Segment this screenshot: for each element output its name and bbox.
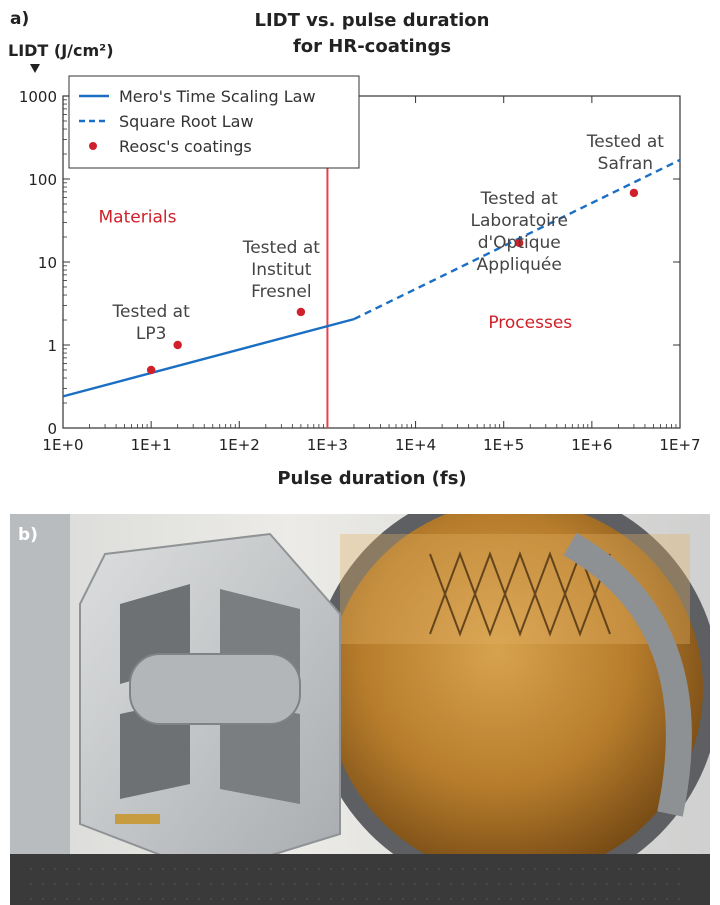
optical-table-holes: [30, 868, 690, 900]
mirror-surface: [327, 514, 703, 877]
annotation-text: Fresnel: [251, 282, 311, 302]
annotation-text: Appliquée: [477, 255, 562, 275]
y-axis-arrow-icon: [30, 64, 40, 73]
legend: Mero's Time Scaling Law Square Root Law Re…: [68, 75, 360, 169]
data-point-reosc: [515, 238, 524, 248]
x-tick-label: 1E+5: [483, 436, 524, 454]
plot-area: 1E+0 1E+1 1E+2 1E+3 1E+4 1E+5 1E+6 1E+7 0 1 10 100 1…: [19, 88, 701, 454]
annotation-text: Processes: [488, 313, 572, 333]
data-point-reosc: [296, 307, 306, 317]
x-tick-label: 1E+6: [571, 436, 612, 454]
panel-a-label: a): [10, 9, 29, 29]
chart-title-line1: LIDT vs. pulse duration: [255, 10, 490, 31]
y-tick-label: 1: [47, 337, 57, 355]
series-line-mero-law: [62, 317, 355, 398]
data-point-reosc: [629, 188, 639, 198]
annotation-text: Laboratoire: [471, 211, 568, 231]
x-tick-label: 1E+2: [219, 436, 260, 454]
annotation-text: Tested at: [586, 132, 665, 152]
x-tick-label: 1E+3: [307, 436, 348, 454]
x-tick-label: 1E+4: [395, 436, 436, 454]
annotation-text: Safran: [598, 154, 653, 174]
mirror-mount-photo: b): [10, 514, 710, 905]
mirror-arm: [563, 532, 692, 817]
panel-b-label: b): [18, 525, 38, 545]
y-tick-label: 0: [47, 420, 57, 438]
annotation-text: Tested at: [480, 189, 559, 209]
data-point-reosc: [173, 340, 182, 350]
x-tick-label: 1E+7: [659, 436, 700, 454]
frame-cylinder: [129, 653, 301, 725]
lidt-chart: a) LIDT vs. pulse duration for HR-coatin…: [8, 9, 701, 489]
legend-marker: [89, 142, 97, 150]
x-tick-label: 1E+1: [131, 436, 172, 454]
y-tick-label: 10: [38, 254, 57, 272]
y-tick-label: 1000: [19, 88, 57, 106]
frame-handle: [115, 814, 160, 824]
legend-label: Square Root Law: [119, 112, 254, 131]
frame-cutout-4: [220, 699, 300, 804]
annotation-text: Tested at: [112, 302, 191, 322]
annotation-text: Institut: [251, 260, 311, 280]
annotation-text: Tested at: [242, 238, 321, 258]
annotation-text: LP3: [136, 324, 167, 344]
y-tick-label: 100: [28, 171, 57, 189]
annotation-text: Materials: [99, 207, 177, 227]
x-axis-label: Pulse duration (fs): [277, 468, 466, 489]
data-point-reosc: [146, 365, 156, 375]
legend-label: Mero's Time Scaling Law: [119, 87, 316, 106]
x-tick-label: 1E+0: [42, 436, 83, 454]
chart-title-line2: for HR-coatings: [293, 36, 451, 57]
y-axis-label: LIDT (J/cm²): [8, 41, 114, 60]
left-wall: [10, 514, 70, 905]
chart-panel: a) LIDT vs. pulse duration for HR-coatin…: [8, 9, 701, 489]
mirror-assembly: [310, 514, 710, 894]
photo-panel: b): [10, 514, 710, 905]
annotation-text: d'Optique: [478, 233, 561, 253]
optical-table: [10, 854, 710, 905]
optic-frame: [79, 532, 341, 876]
legend-box: [68, 75, 360, 169]
legend-label: Reosc's coatings: [119, 137, 252, 156]
